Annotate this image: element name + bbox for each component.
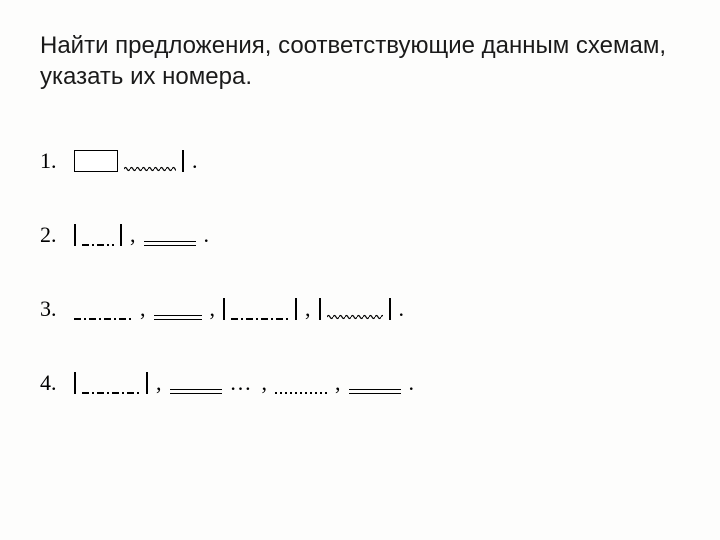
vertical-bar: [319, 298, 321, 320]
scheme-diagram: , … , , .: [74, 372, 416, 394]
rect-shape: [74, 150, 118, 172]
double-line: [144, 241, 196, 246]
item-number: 2.: [40, 222, 64, 248]
page-title: Найти предложения, соответствующие данны…: [40, 30, 680, 92]
vertical-bar: [74, 372, 76, 394]
item-number: 4.: [40, 370, 64, 396]
dashdot-line: [74, 318, 132, 320]
period: .: [399, 298, 405, 320]
comma: ,: [130, 224, 136, 246]
vertical-bar: [295, 298, 297, 320]
vertical-bar: [146, 372, 148, 394]
double-line: [170, 389, 222, 394]
comma: ,: [156, 372, 162, 394]
comma: ,: [335, 372, 341, 394]
scheme-item-2: 2. , .: [40, 221, 680, 249]
period: .: [204, 224, 210, 246]
dashdot-line: [82, 392, 140, 394]
double-line: [349, 389, 401, 394]
ellipsis: …: [230, 372, 252, 394]
dotted-line: [275, 392, 327, 394]
scheme-diagram: , , , .: [74, 298, 406, 320]
scheme-item-3: 3. , , , .: [40, 295, 680, 323]
scheme-diagram: , .: [74, 224, 211, 246]
comma: ,: [140, 298, 146, 320]
period: .: [192, 150, 198, 172]
scheme-item-4: 4. , … , , .: [40, 369, 680, 397]
item-number: 3.: [40, 296, 64, 322]
comma: ,: [262, 372, 268, 394]
wavy-line: [124, 166, 176, 172]
vertical-bar: [182, 150, 184, 172]
dashdot-line: [231, 318, 289, 320]
scheme-diagram: .: [74, 150, 200, 172]
vertical-bar: [120, 224, 122, 246]
vertical-bar: [74, 224, 76, 246]
comma: ,: [210, 298, 216, 320]
comma: ,: [305, 298, 311, 320]
period: .: [409, 372, 415, 394]
item-number: 1.: [40, 148, 64, 174]
scheme-item-1: 1. .: [40, 147, 680, 175]
vertical-bar: [389, 298, 391, 320]
double-line: [154, 315, 202, 320]
vertical-bar: [223, 298, 225, 320]
dashdot-line: [82, 244, 114, 246]
wavy-line: [327, 314, 383, 320]
